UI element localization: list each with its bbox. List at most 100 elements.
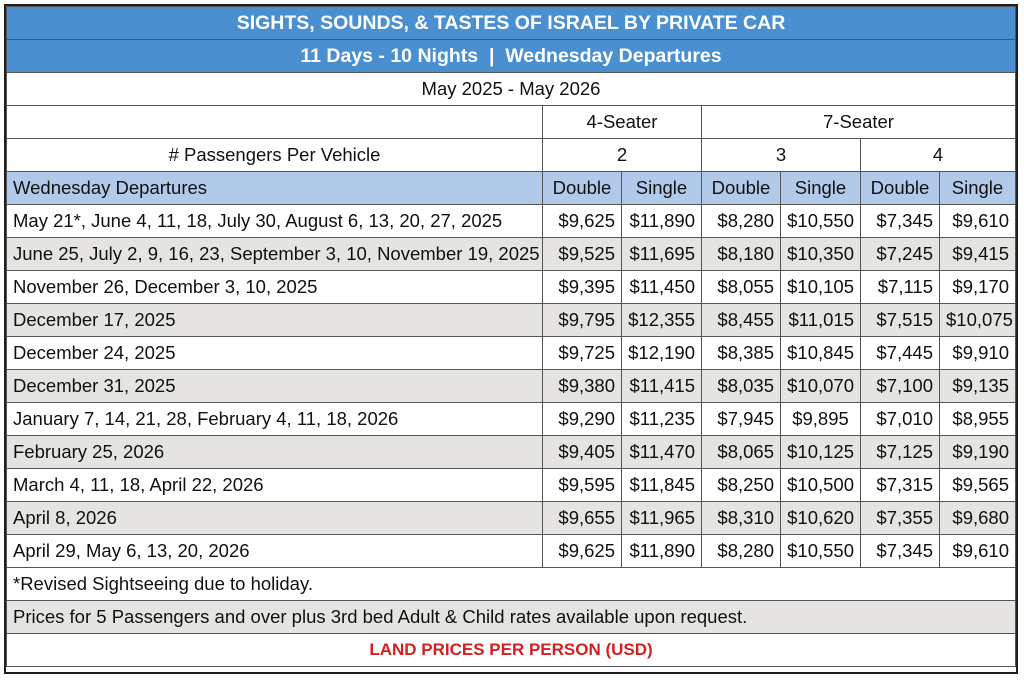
price-cell: $7,355 xyxy=(860,501,940,535)
footer-label: LAND PRICES PER PERSON (USD) xyxy=(6,633,1016,667)
price-cell: $8,280 xyxy=(701,204,781,238)
departure-dates: April 29, May 6, 13, 20, 2026 xyxy=(6,534,543,568)
column-header-row: Wednesday Departures Double Single Doubl… xyxy=(6,171,1016,205)
departure-dates: May 21*, June 4, 11, 18, July 30, August… xyxy=(6,204,543,238)
price-cell: $10,620 xyxy=(780,501,861,535)
price-cell: $8,035 xyxy=(701,369,781,403)
price-cell: $10,350 xyxy=(780,237,861,271)
price-cell: $11,845 xyxy=(621,468,702,502)
price-cell: $11,450 xyxy=(621,270,702,304)
table-row: December 17, 2025 $9,795 $12,355 $8,455 $11,… xyxy=(6,303,1016,337)
price-cell: $8,065 xyxy=(701,435,781,469)
price-cell: $11,965 xyxy=(621,501,702,535)
departure-dates: November 26, December 3, 10, 2025 xyxy=(6,270,543,304)
price-cell: $8,955 xyxy=(939,402,1016,436)
price-cell: $12,190 xyxy=(621,336,702,370)
price-cell: $10,550 xyxy=(780,204,861,238)
price-cell: $7,125 xyxy=(860,435,940,469)
price-cell: $9,680 xyxy=(939,501,1016,535)
price-cell: $8,310 xyxy=(701,501,781,535)
price-table: SIGHTS, SOUNDS, & TASTES OF ISRAEL BY PR… xyxy=(6,6,1016,667)
price-cell: $9,525 xyxy=(542,237,622,271)
price-cell: $9,795 xyxy=(542,303,622,337)
four-seater-header: 4-Seater xyxy=(542,105,702,139)
table-row: December 31, 2025 $9,380 $11,415 $8,035 $10,… xyxy=(6,369,1016,403)
price-cell: $8,250 xyxy=(701,468,781,502)
price-cell: $7,100 xyxy=(860,369,940,403)
price-cell: $9,395 xyxy=(542,270,622,304)
table-row: April 29, May 6, 13, 20, 2026 $9,625 $11,8… xyxy=(6,534,1016,568)
price-cell: $12,355 xyxy=(621,303,702,337)
price-cell: $10,105 xyxy=(780,270,861,304)
price-cell: $7,515 xyxy=(860,303,940,337)
price-cell: $9,625 xyxy=(542,204,622,238)
departure-dates: February 25, 2026 xyxy=(6,435,543,469)
departures-header: Wednesday Departures xyxy=(6,171,543,205)
price-cell: $7,345 xyxy=(860,534,940,568)
double-header: Double xyxy=(542,171,622,205)
table-row: February 25, 2026 $9,405 $11,470 $8,065 $10,… xyxy=(6,435,1016,469)
price-table-frame: SIGHTS, SOUNDS, & TASTES OF ISRAEL BY PR… xyxy=(4,4,1018,674)
validity-period: May 2025 - May 2026 xyxy=(6,72,1016,106)
note: Prices for 5 Passengers and over plus 3r… xyxy=(6,600,1016,634)
table-row: April 8, 2026 $9,655 $11,965 $8,310 $10,620 $… xyxy=(6,501,1016,535)
table-row: December 24, 2025 $9,725 $12,190 $8,385 $10,… xyxy=(6,336,1016,370)
price-cell: $8,055 xyxy=(701,270,781,304)
price-cell: $7,245 xyxy=(860,237,940,271)
price-cell: $9,610 xyxy=(939,534,1016,568)
price-cell: $7,115 xyxy=(860,270,940,304)
price-cell: $9,655 xyxy=(542,501,622,535)
price-cell: $11,235 xyxy=(621,402,702,436)
price-cell: $9,135 xyxy=(939,369,1016,403)
price-cell: $7,945 xyxy=(701,402,781,436)
departure-dates: March 4, 11, 18, April 22, 2026 xyxy=(6,468,543,502)
passenger-count: 2 xyxy=(542,138,702,172)
blank-cell xyxy=(6,105,543,139)
price-cell: $9,910 xyxy=(939,336,1016,370)
table-row: June 25, July 2, 9, 16, 23, September 3,… xyxy=(6,237,1016,271)
price-cell: $10,550 xyxy=(780,534,861,568)
seven-seater-header: 7-Seater xyxy=(701,105,1016,139)
price-cell: $11,890 xyxy=(621,204,702,238)
single-header: Single xyxy=(939,171,1016,205)
price-cell: $9,415 xyxy=(939,237,1016,271)
passengers-label: # Passengers Per Vehicle xyxy=(6,138,543,172)
price-cell: $9,725 xyxy=(542,336,622,370)
table-row: January 7, 14, 21, 28, February 4, 11, 1… xyxy=(6,402,1016,436)
departure-dates: January 7, 14, 21, 28, February 4, 11, 1… xyxy=(6,402,543,436)
price-cell: $9,405 xyxy=(542,435,622,469)
table-row: May 21*, June 4, 11, 18, July 30, August… xyxy=(6,204,1016,238)
price-cell: $8,455 xyxy=(701,303,781,337)
departure-dates: April 8, 2026 xyxy=(6,501,543,535)
departure-dates: December 24, 2025 xyxy=(6,336,543,370)
price-cell: $8,385 xyxy=(701,336,781,370)
departure-dates: June 25, July 2, 9, 16, 23, September 3,… xyxy=(6,237,543,271)
price-cell: $11,890 xyxy=(621,534,702,568)
table-subtitle: 11 Days - 10 Nights | Wednesday Departur… xyxy=(6,39,1016,73)
price-cell: $9,290 xyxy=(542,402,622,436)
price-cell: $11,415 xyxy=(621,369,702,403)
double-header: Double xyxy=(701,171,781,205)
single-header: Single xyxy=(621,171,702,205)
double-header: Double xyxy=(860,171,940,205)
departure-dates: December 31, 2025 xyxy=(6,369,543,403)
price-cell: $9,380 xyxy=(542,369,622,403)
price-cell: $9,610 xyxy=(939,204,1016,238)
price-cell: $10,070 xyxy=(780,369,861,403)
price-cell: $8,280 xyxy=(701,534,781,568)
price-cell: $9,170 xyxy=(939,270,1016,304)
price-cell: $10,125 xyxy=(780,435,861,469)
price-cell: $7,445 xyxy=(860,336,940,370)
price-cell: $11,470 xyxy=(621,435,702,469)
price-cell: $8,180 xyxy=(701,237,781,271)
price-cell: $9,625 xyxy=(542,534,622,568)
passenger-count: 3 xyxy=(701,138,861,172)
price-cell: $9,565 xyxy=(939,468,1016,502)
table-title: SIGHTS, SOUNDS, & TASTES OF ISRAEL BY PR… xyxy=(6,6,1016,40)
price-cell: $11,015 xyxy=(780,303,861,337)
price-cell: $11,695 xyxy=(621,237,702,271)
price-cell: $10,075 xyxy=(939,303,1016,337)
price-cell: $10,845 xyxy=(780,336,861,370)
departure-dates: December 17, 2025 xyxy=(6,303,543,337)
price-cell: $7,315 xyxy=(860,468,940,502)
